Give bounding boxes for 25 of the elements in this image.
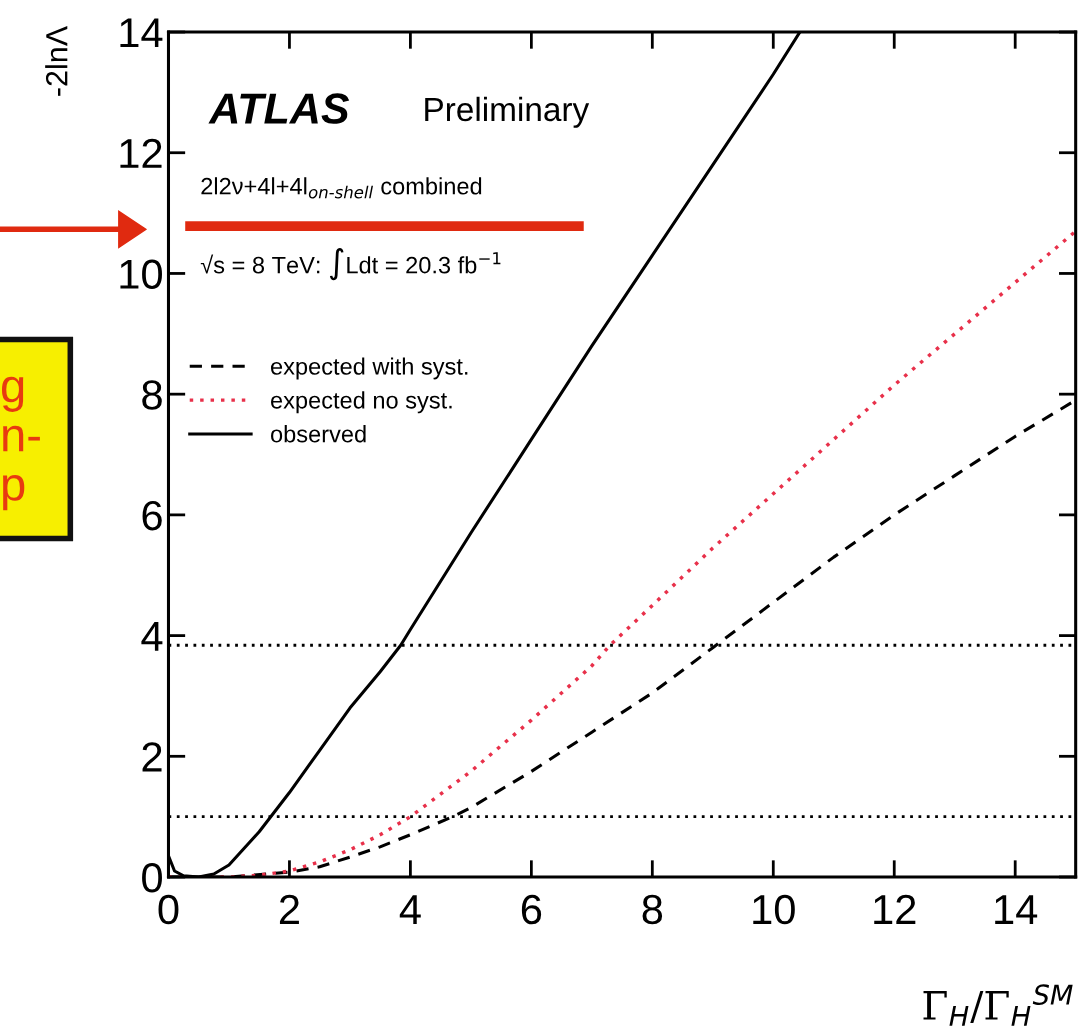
- annotation: √s = 8 TeV: ∫Ldt = 20.3 fb$^{−1}$: [200, 247, 501, 281]
- y-tick-label: 6: [142, 500, 162, 531]
- x-tick-label: 14: [995, 895, 1038, 924]
- annotation: ATLAS: [208, 93, 350, 124]
- y-tick-label: 2: [142, 742, 162, 772]
- x-tick-label: 8: [642, 894, 663, 925]
- annotation: 2l2ν+4l+4l$_{on-shell}$ combined: [201, 177, 482, 199]
- text: g n- p: [1, 376, 40, 511]
- legend-label: observed: [271, 425, 366, 443]
- y-tick-label: 0: [142, 863, 162, 893]
- x-tick-label: 4: [399, 895, 421, 924]
- y-tick-label: 12: [120, 138, 162, 168]
- y-tick-label: 14: [120, 18, 163, 48]
- x-axis-title: Γ$_{H}$/Γ$_{H}$$^{SM}$: [923, 984, 1073, 1026]
- annotation: Preliminary: [425, 96, 590, 128]
- y-tick-label: 8: [142, 380, 162, 410]
- x-tick-label: 6: [521, 894, 542, 925]
- y-axis-title: -2lnΛ: [45, 25, 68, 96]
- y-tick-label: 4: [141, 622, 163, 651]
- x-tick-label: 12: [874, 894, 916, 924]
- y-tick-label: 10: [120, 259, 162, 289]
- legend-label: expected no syst.: [271, 391, 452, 414]
- x-tick-label: 10: [753, 894, 795, 925]
- x-tick-label: 2: [279, 894, 299, 924]
- legend-label: expected with syst.: [271, 357, 468, 380]
